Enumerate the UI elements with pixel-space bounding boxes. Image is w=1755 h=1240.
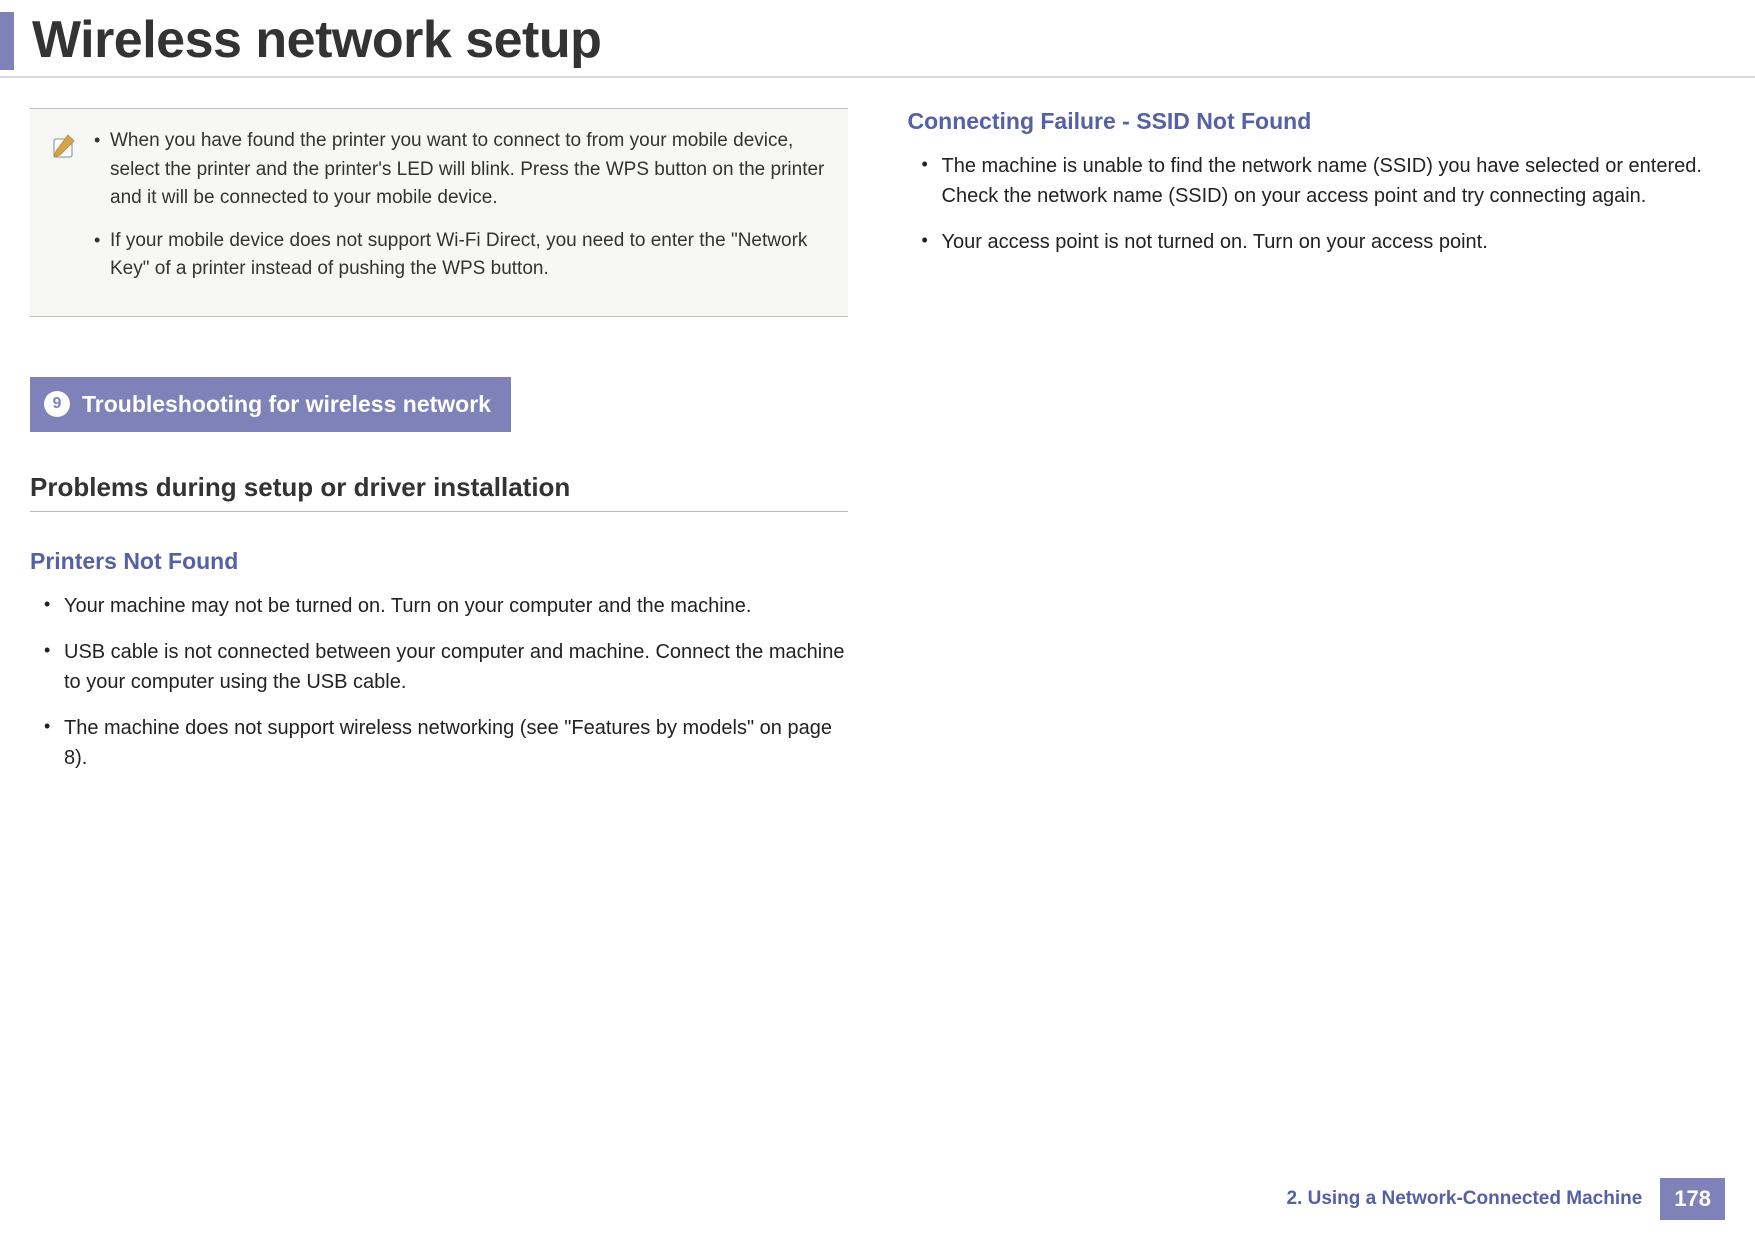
- note-item: When you have found the printer you want…: [90, 127, 830, 213]
- topic-title: Connecting Failure - SSID Not Found: [908, 108, 1726, 135]
- bullet-list: The machine is unable to find the networ…: [908, 151, 1726, 257]
- list-item: Your machine may not be turned on. Turn …: [30, 591, 848, 621]
- footer-chapter: 2. Using a Network-Connected Machine: [1286, 1188, 1642, 1210]
- note-box: When you have found the printer you want…: [30, 108, 848, 317]
- note-content: When you have found the printer you want…: [90, 127, 830, 298]
- note-icon: [48, 131, 78, 161]
- topic-title: Printers Not Found: [30, 548, 848, 575]
- right-column: Connecting Failure - SSID Not Found The …: [908, 108, 1726, 803]
- page-footer: 2. Using a Network-Connected Machine 178: [1286, 1178, 1725, 1220]
- list-item: The machine does not support wireless ne…: [30, 713, 848, 773]
- subsection-title: Problems during setup or driver installa…: [30, 472, 848, 512]
- note-item: If your mobile device does not support W…: [90, 227, 830, 284]
- section-number: 9: [44, 391, 70, 417]
- manual-page: Wireless network setup When you have fou…: [0, 0, 1755, 1240]
- page-title: Wireless network setup: [32, 10, 601, 76]
- section-title: Troubleshooting for wireless network: [82, 391, 491, 418]
- section-banner: 9 Troubleshooting for wireless network: [30, 377, 511, 432]
- content-area: When you have found the printer you want…: [0, 108, 1755, 803]
- list-item: Your access point is not turned on. Turn…: [908, 227, 1726, 257]
- left-column: When you have found the printer you want…: [30, 108, 848, 803]
- bullet-list: Your machine may not be turned on. Turn …: [30, 591, 848, 773]
- page-header: Wireless network setup: [0, 0, 1755, 78]
- list-item: USB cable is not connected between your …: [30, 637, 848, 697]
- list-item: The machine is unable to find the networ…: [908, 151, 1726, 211]
- note-list: When you have found the printer you want…: [90, 127, 830, 284]
- header-accent-bar: [0, 12, 14, 70]
- page-number: 178: [1660, 1178, 1725, 1220]
